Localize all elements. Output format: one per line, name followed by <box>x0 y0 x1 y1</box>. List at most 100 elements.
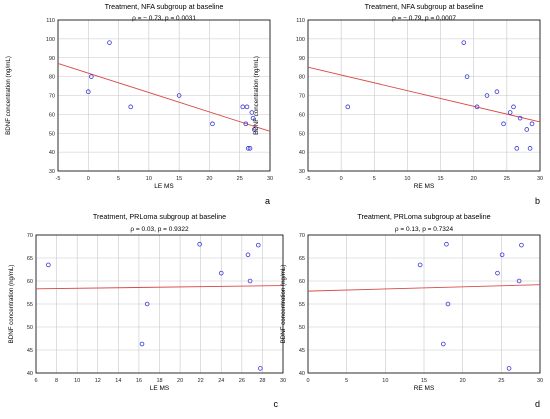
y-tick-label: 50 <box>299 325 305 331</box>
data-point <box>245 146 251 151</box>
x-tick-label: 20 <box>177 378 183 384</box>
data-point <box>499 252 505 258</box>
x-tick-label: 30 <box>280 378 286 384</box>
x-tick-label: 20 <box>471 176 477 182</box>
data-point <box>258 366 263 371</box>
x-tick-label: 5 <box>345 378 348 384</box>
y-tick-label: 70 <box>299 233 305 239</box>
data-point <box>247 146 253 151</box>
y-tick-label: 40 <box>299 371 305 377</box>
x-tick-label: 30 <box>537 378 543 384</box>
data-point <box>250 115 256 121</box>
x-tick-label: -5 <box>56 176 61 182</box>
panel-letter: a <box>265 196 270 206</box>
x-tick-label: 5 <box>373 176 376 182</box>
data-point <box>139 341 145 347</box>
x-tick-label: 25 <box>237 176 243 182</box>
chart-title: Treatment, PRLoma subgroup at baseline <box>93 212 226 221</box>
data-point <box>197 241 202 247</box>
data-point <box>255 242 261 248</box>
chart-subtitle: ρ = − 0.73, p = 0.0031 <box>132 15 196 22</box>
chart-title: Treatment, PRLoma subgroup at baseline <box>357 212 490 221</box>
y-tick-label: 30 <box>49 169 55 175</box>
x-tick-label: 10 <box>404 176 410 182</box>
x-tick-label: 22 <box>198 378 204 384</box>
y-axis-label: BDNF concentration (ng/mL) <box>5 56 12 135</box>
data-point <box>251 127 257 132</box>
x-tick-label: 26 <box>239 378 245 384</box>
y-tick-label: 100 <box>46 37 55 43</box>
y-tick-label: 110 <box>46 18 55 24</box>
data-point <box>107 40 112 45</box>
data-point <box>128 104 133 110</box>
x-tick-label: 0 <box>87 176 90 182</box>
x-tick-label: 18 <box>156 378 162 384</box>
data-point <box>444 241 449 247</box>
x-tick-label: 24 <box>218 378 224 384</box>
data-point <box>461 40 467 45</box>
panel-letter: b <box>535 196 540 206</box>
panel-letter: c <box>274 399 279 409</box>
y-tick-label: 45 <box>27 348 33 354</box>
y-tick-label: 110 <box>296 18 305 24</box>
data-point <box>144 301 150 307</box>
data-point <box>85 89 91 95</box>
plot-area-frame <box>307 19 541 172</box>
x-tick-label: 5 <box>117 176 120 182</box>
chart-title: Treatment, NFA subgroup at baseline <box>105 2 224 11</box>
y-tick-label: 60 <box>49 112 55 118</box>
y-tick-label: 40 <box>27 371 33 377</box>
data-point <box>495 270 500 276</box>
x-tick-label: 25 <box>498 378 504 384</box>
data-point <box>484 93 490 98</box>
data-point <box>494 89 500 95</box>
x-tick-label: 14 <box>115 378 121 384</box>
y-axis-label: BDNF concentration (ng/mL) <box>8 265 15 344</box>
x-tick-label: 8 <box>55 378 58 384</box>
data-point <box>249 110 255 115</box>
y-tick-label: 60 <box>299 279 305 285</box>
x-tick-label: 20 <box>206 176 212 182</box>
y-tick-label: 90 <box>49 56 55 62</box>
data-point <box>345 104 351 110</box>
y-axis-label: BDNF concentration (ng/mL) <box>280 265 287 344</box>
chart-subtitle: ρ = 0.03, p = 0.9322 <box>130 226 189 233</box>
panel-letter: d <box>535 399 540 409</box>
y-tick-label: 60 <box>27 279 33 285</box>
y-axis-label: BDNF concentration (ng/mL) <box>253 56 260 135</box>
data-point <box>507 110 513 115</box>
y-tick-label: 50 <box>49 131 55 137</box>
y-tick-label: 55 <box>27 302 33 308</box>
x-tick-label: 15 <box>176 176 182 182</box>
y-tick-label: 30 <box>299 169 305 175</box>
x-axis-label: LE MS <box>150 385 170 392</box>
chart-title: Treatment, NFA subgroup at baseline <box>365 2 484 11</box>
x-tick-label: 30 <box>267 176 273 182</box>
x-tick-label: 10 <box>74 378 80 384</box>
y-tick-label: 90 <box>299 56 305 62</box>
y-tick-label: 65 <box>27 256 33 262</box>
x-axis-label: RE MS <box>414 385 435 392</box>
data-point <box>247 278 253 284</box>
x-tick-label: 10 <box>382 378 388 384</box>
data-point <box>245 252 251 258</box>
y-tick-label: 70 <box>49 94 55 100</box>
data-point <box>176 93 182 98</box>
regression-line <box>57 62 271 132</box>
y-tick-label: 40 <box>49 150 55 156</box>
y-tick-label: 60 <box>299 112 305 118</box>
x-tick-label: -5 <box>306 176 311 182</box>
y-tick-label: 65 <box>299 256 305 262</box>
data-point <box>474 104 480 110</box>
data-point <box>464 74 470 79</box>
data-point <box>527 146 533 151</box>
x-tick-label: 20 <box>460 378 466 384</box>
y-tick-label: 50 <box>299 131 305 137</box>
data-point <box>417 262 423 268</box>
data-point <box>243 121 249 127</box>
plot-area-frame <box>57 19 271 172</box>
x-tick-label: 28 <box>259 378 265 384</box>
data-point <box>89 74 94 79</box>
data-point <box>516 278 522 284</box>
